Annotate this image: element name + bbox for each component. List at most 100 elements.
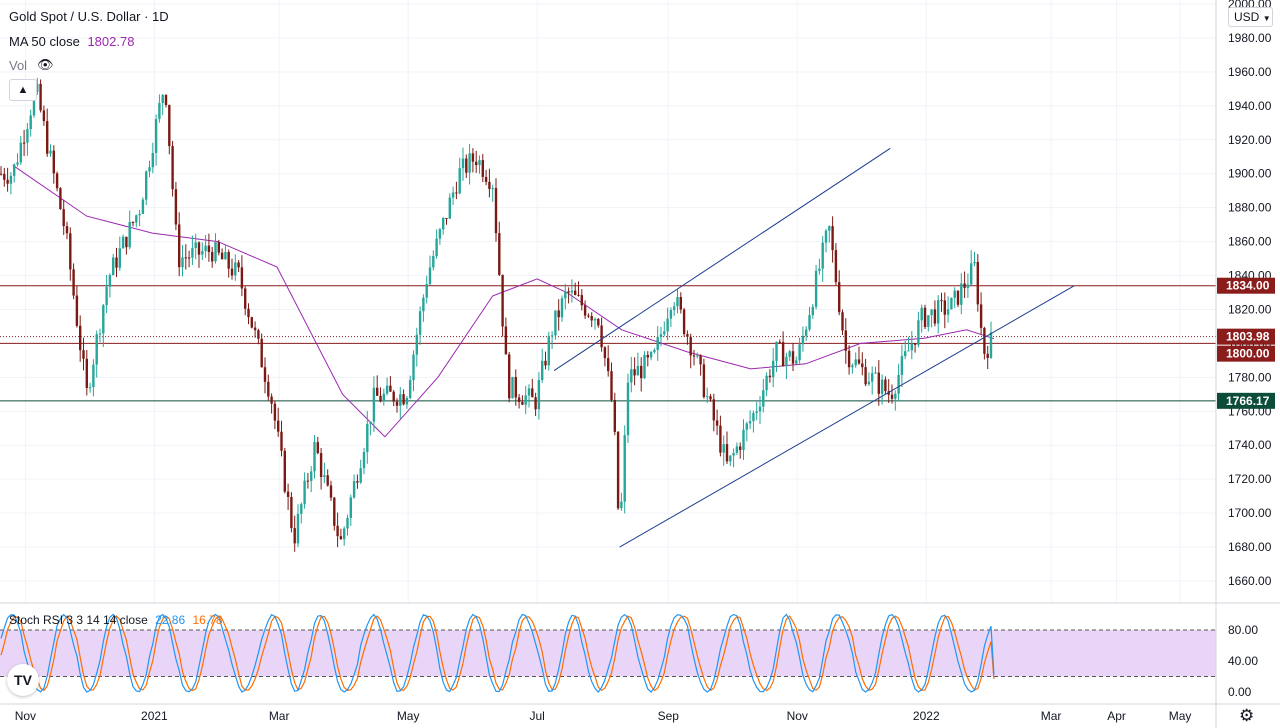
candle-body (570, 290, 574, 293)
candle-body (174, 189, 178, 225)
candle-body (191, 248, 194, 258)
candle-body (481, 160, 484, 177)
trend-channel[interactable] (553, 147, 1075, 548)
time-tick-label: Mar (269, 709, 290, 723)
candle-body (544, 360, 547, 366)
candle-body (504, 326, 508, 355)
candle-body (643, 354, 646, 379)
candle-body (900, 356, 904, 375)
price-tick-label: 1680.00 (1228, 540, 1272, 554)
candle-body (52, 150, 55, 174)
eye-crossed-icon[interactable]: 👁 (37, 57, 54, 72)
ma-legend[interactable]: MA 50 close 1802.78 (9, 34, 134, 49)
time-tick-label: 2022 (913, 709, 940, 723)
time-axis[interactable]: Nov 2021 Mar May Jul Sep Nov 2022 Mar Apr May (0, 703, 1280, 723)
candle-body (788, 351, 791, 357)
price-tag-label: 1766.17 (1226, 394, 1270, 408)
candle-body (904, 351, 907, 357)
candle-body (607, 358, 610, 372)
candle-body (316, 442, 319, 454)
candle-body (808, 315, 811, 330)
candle-body (442, 218, 445, 230)
candle-body (940, 300, 943, 302)
candle-body (428, 267, 432, 285)
candle-body (290, 496, 293, 529)
candle-body (286, 491, 290, 497)
candle-body (580, 295, 583, 306)
candle-body (62, 209, 65, 227)
candle-body (527, 388, 531, 396)
candle-body (55, 173, 59, 189)
candle-body (824, 230, 828, 243)
candle-body (13, 164, 16, 176)
time-tick-label: May (1169, 709, 1192, 723)
candle-body (75, 295, 79, 326)
candle-body (676, 297, 679, 307)
candle-body (115, 257, 118, 268)
candle-body (508, 354, 511, 399)
price-axis[interactable]: 2000.00 1980.00 1960.00 1940.00 1920.00 1900.… (1215, 0, 1272, 728)
candle-body (349, 497, 352, 518)
candle-body (220, 252, 224, 260)
stoch-tick-label: 80.00 (1228, 623, 1258, 637)
candle-body (273, 403, 277, 421)
candle-body (352, 481, 356, 498)
candle-body (920, 307, 923, 321)
candle-body (280, 431, 283, 451)
candle-body (560, 298, 564, 318)
candle-body (960, 283, 963, 305)
candle-body (663, 331, 666, 335)
candle-body (69, 233, 72, 270)
candle-body (432, 255, 435, 268)
candle-body (395, 401, 399, 406)
collapse-legend-button[interactable]: ▲ (9, 79, 37, 101)
candle-body (636, 365, 640, 376)
candle-body (735, 446, 739, 453)
candle-body (772, 360, 775, 378)
time-tick-label: May (397, 709, 420, 723)
candle-body (376, 387, 379, 396)
gear-icon[interactable]: ⚙ (1239, 706, 1255, 725)
candle-body (702, 364, 706, 398)
vol-legend[interactable]: Vol (9, 58, 27, 73)
candle-body (864, 367, 867, 385)
candle-body (455, 192, 458, 194)
currency-select[interactable]: USD ▼ (1228, 7, 1273, 27)
candle-body (600, 325, 603, 348)
candle-body (118, 248, 121, 268)
candle-body (821, 242, 824, 269)
candle-body (966, 284, 970, 288)
symbol-legend[interactable]: Gold Spot / U.S. Dollar · 1D (9, 9, 169, 24)
stoch-rsi-pane: 80.00 40.00 0.00 (0, 602, 1280, 699)
tradingview-logo[interactable]: TV (7, 664, 39, 696)
candle-body (277, 420, 280, 432)
candle-body (706, 396, 709, 398)
candle-body (32, 91, 36, 116)
horizontal-levels (0, 285, 1216, 402)
candle-body (9, 175, 13, 184)
candle-body (313, 442, 316, 472)
stoch-d-value: 16.78 (192, 613, 223, 627)
candle-body (385, 385, 389, 394)
candle-body (224, 252, 227, 260)
candle-body (461, 158, 465, 169)
candle-body (181, 257, 184, 268)
price-tag-bg (1217, 328, 1275, 345)
candle-body (46, 121, 49, 154)
candle-body (171, 146, 174, 190)
candle-body (95, 334, 98, 365)
candle-body (359, 468, 362, 483)
candle-body (88, 387, 92, 389)
candle-body (633, 369, 636, 376)
candle-body (372, 387, 376, 422)
stoch-legend[interactable]: Stoch RSI 3 3 14 14 close 22.86 16.78 (9, 613, 223, 627)
candle-body (237, 262, 240, 268)
price-tick-label: 1940.00 (1228, 99, 1272, 113)
candle-body (923, 307, 927, 327)
candle-body (752, 412, 755, 422)
candle-body (303, 480, 306, 505)
candle-body (653, 349, 656, 353)
candle-body (871, 373, 874, 382)
candle-body (148, 167, 151, 172)
